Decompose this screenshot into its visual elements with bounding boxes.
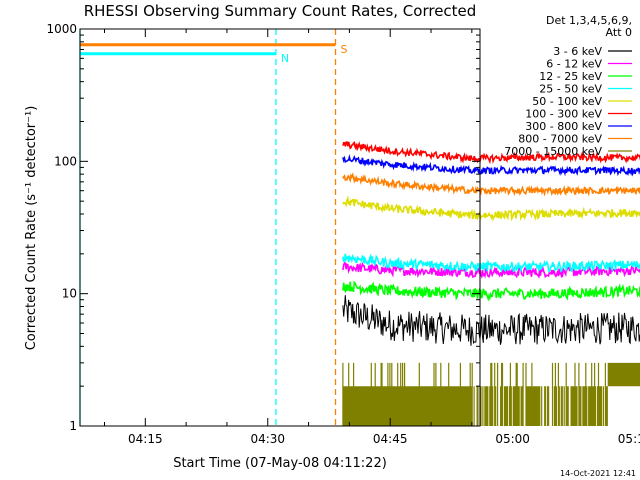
series-300-800-kev-line [342, 153, 640, 177]
legend-entry-7000-15000-label: 7000 - 15000 keV [504, 145, 602, 158]
y-tick-label-1: 1 [69, 419, 77, 433]
legend-entry-50-100: 50 - 100 keV [532, 95, 632, 108]
series-12-25-kev-line [342, 280, 640, 302]
legend-entry-25-50: 25 - 50 keV [539, 83, 632, 96]
legend-entry-50-100-label: 50 - 100 keV [532, 95, 602, 108]
legend-entry-12-25-label: 12 - 25 keV [539, 70, 602, 83]
y-tick-label-1000: 1000 [46, 22, 77, 36]
legend-entry-6-12-label: 6 - 12 keV [546, 58, 602, 71]
legend-entry-100-300-label: 100 - 300 keV [525, 108, 602, 121]
series-3-6-kev-line [342, 295, 640, 346]
series-12-25-kev [342, 280, 640, 302]
state-label-s: S [341, 43, 348, 56]
state-label-n: N [281, 52, 289, 65]
series-800-7000-kev [342, 172, 640, 197]
series-layer [342, 141, 640, 426]
legend-entry-300-800-label: 300 - 800 keV [525, 120, 602, 133]
y-tick-label-100: 100 [54, 154, 77, 168]
legend-entry-12-25: 12 - 25 keV [539, 70, 632, 83]
series-50-100-kev [342, 195, 640, 222]
legend-entry-800-7000: 800 - 7000 keV [518, 133, 632, 146]
x-tick-label-0430: 04:30 [250, 432, 285, 446]
y-axis-label: Corrected Count Rate (s⁻¹ detector⁻¹) [24, 106, 39, 351]
series-100-300-kev-line [342, 141, 640, 165]
x-axis-label: Start Time (07-May-08 04:11:22) [173, 456, 387, 471]
series-3-6-kev [342, 295, 640, 346]
legend-entry-300-800: 300 - 800 keV [525, 120, 632, 133]
legend-entry-7000-15000: 7000 - 15000 keV [504, 145, 632, 158]
plot-frame [79, 28, 481, 427]
legend-entry-25-50-label: 25 - 50 keV [539, 83, 602, 96]
legend-entry-800-7000-label: 800 - 7000 keV [518, 133, 602, 146]
series-100-300-kev [342, 141, 640, 165]
x-tick-label-0500: 05:00 [495, 432, 530, 446]
series-7000-15000-kev-line [342, 362, 640, 426]
series-25-50-kev-line [342, 253, 640, 273]
legend-entry-100-300: 100 - 300 keV [525, 108, 632, 121]
series-800-7000-kev-line [342, 172, 640, 197]
legend-entry-3-6: 3 - 6 keV [553, 45, 632, 58]
legend-header-1: Det 1,3,4,5,6,9, [546, 14, 632, 27]
x-tick-label-0445: 04:45 [373, 432, 408, 446]
legend-entry-3-6-label: 3 - 6 keV [553, 45, 602, 58]
series-50-100-kev-line [342, 195, 640, 222]
chart-title: RHESSI Observing Summary Count Rates, Co… [84, 2, 477, 20]
legend-entry-6-12: 6 - 12 keV [546, 58, 632, 71]
y-axis-ticks: 1 10 100 1000 [46, 22, 480, 433]
timestamp: 14-Oct-2021 12:41 [560, 469, 636, 478]
x-tick-label-0515: 05:15 [618, 432, 640, 446]
series-25-50-kev [342, 253, 640, 273]
series-300-800-kev [342, 153, 640, 177]
series-7000-15000-kev [342, 362, 640, 426]
y-tick-label-10: 10 [62, 287, 77, 301]
x-tick-label-0415: 04:15 [128, 432, 163, 446]
legend-header-2: Att 0 [606, 26, 632, 39]
